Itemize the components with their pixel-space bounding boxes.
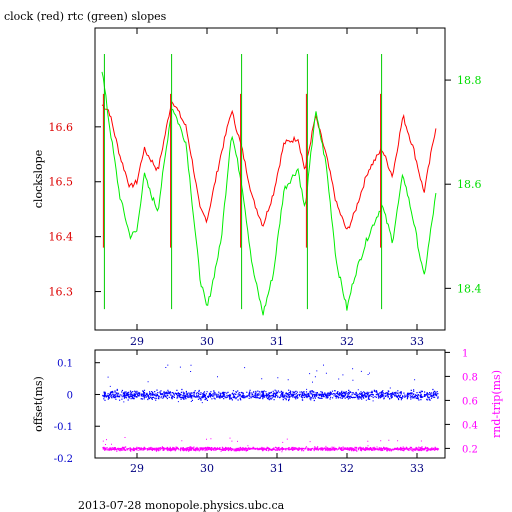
bottom-series-layer [102, 364, 440, 453]
top-x-tick-label: 30 [200, 335, 214, 348]
offset-points [102, 364, 439, 404]
clock-rtc-slopes-panel: 29 30 31 32 33 16.3 16.4 16.5 16.6 18.4 18.6 18.8 c… [32, 27, 482, 348]
top-y2-tick-label: 18.6 [457, 178, 482, 191]
top-y-tick-label: 16.3 [49, 286, 74, 299]
footer-caption: 2013-07-28 monopole.physics.ubc.ca [78, 499, 285, 512]
top-y2-tick-label: 18.4 [457, 282, 482, 295]
chart-title: clock (red) rtc (green) slopes [4, 10, 167, 23]
top-x-tick-label: 31 [270, 335, 284, 348]
bottom-y-tick-label: -0.2 [54, 454, 73, 465]
clock-slope-line [101, 100, 437, 230]
top-y-tick-label: 16.6 [49, 121, 74, 134]
bottom-y2-tick-label: 1 [462, 348, 468, 359]
bottom-y-tick-label: 0 [67, 390, 73, 401]
top-y2-tick-label: 18.8 [457, 74, 482, 87]
bottom-plot-frame [94, 349, 446, 459]
bottom-x-tick-label: 29 [130, 462, 144, 475]
bottom-y2-tick-label: 0.6 [462, 396, 478, 407]
top-y-tick-label: 16.4 [49, 231, 74, 244]
bottom-x-tick-label: 31 [270, 462, 284, 475]
bottom-right-axis-label: rnd-trip(ms) [490, 370, 503, 438]
top-plot-frame [94, 27, 446, 331]
bottom-axes-layer: 29 30 31 32 33 -0.2 -0.1 0 0.1 0.2 0.4 0.6 0.8 1 [54, 348, 478, 475]
top-y-axis-label: clockslope [32, 150, 45, 208]
bottom-y2-tick-label: 0.8 [462, 372, 478, 383]
top-x-tick-label: 32 [340, 335, 354, 348]
rtc-slope-line [101, 71, 437, 316]
top-x-tick-label: 33 [410, 335, 424, 348]
bottom-left-axis-label: offset(ms) [32, 376, 45, 432]
bottom-x-tick-label: 30 [200, 462, 214, 475]
bottom-y-tick-label: -0.1 [54, 422, 73, 433]
bottom-y-tick-label: 0.1 [57, 359, 73, 370]
bottom-y2-tick-label: 0.2 [462, 444, 478, 455]
bottom-y2-tick-label: 0.4 [462, 420, 478, 431]
bottom-x-tick-label: 33 [410, 462, 424, 475]
offset-roundtrip-panel: 29 30 31 32 33 -0.2 -0.1 0 0.1 0.2 0.4 0.6 0.8 1 offs… [32, 348, 503, 475]
roundtrip-points [102, 437, 440, 453]
top-y-tick-label: 16.5 [49, 176, 74, 189]
top-x-tick-label: 29 [130, 335, 144, 348]
bottom-x-tick-label: 32 [340, 462, 354, 475]
top-series-layer [101, 54, 437, 316]
top-axes-layer: 29 30 31 32 33 16.3 16.4 16.5 16.6 18.4 18.6 18.8 [49, 28, 482, 348]
